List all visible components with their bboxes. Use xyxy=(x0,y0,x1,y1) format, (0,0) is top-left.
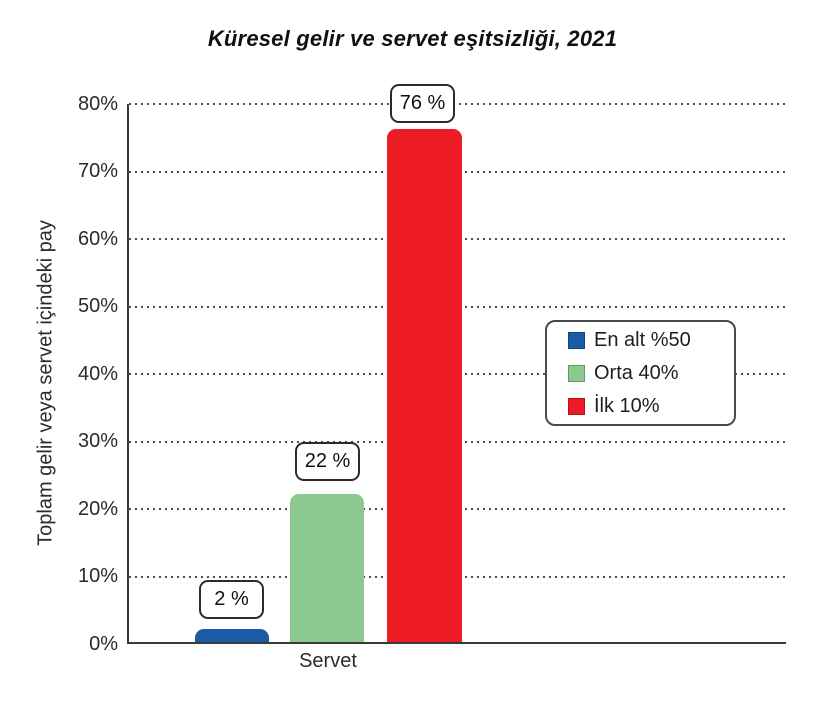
legend: En alt %50 Orta 40% İlk 10% xyxy=(545,320,736,426)
y-tick-10: 10% xyxy=(77,565,118,587)
value-label-top-10: 76 % xyxy=(390,84,455,123)
chart-title: Küresel gelir ve servet eşitsizliği, 202… xyxy=(207,26,618,51)
y-tick-0: 0% xyxy=(89,633,118,655)
value-label-bottom-50: 2 % xyxy=(199,580,264,619)
y-tick-40: 40% xyxy=(77,363,118,385)
legend-swatch-green-icon xyxy=(568,364,585,382)
bar-top-10 xyxy=(387,129,462,642)
legend-label: En alt %50 xyxy=(594,328,691,351)
legend-item-middle-40: Orta 40% xyxy=(568,360,734,386)
value-label-middle-40: 22 % xyxy=(295,442,360,481)
legend-swatch-blue-icon xyxy=(568,331,585,349)
legend-item-top-10: İlk 10% xyxy=(568,393,734,419)
legend-label: İlk 10% xyxy=(594,394,660,417)
legend-label: Orta 40% xyxy=(594,361,679,384)
y-tick-60: 60% xyxy=(77,228,118,250)
bar-bottom-50 xyxy=(195,628,269,642)
y-tick-50: 50% xyxy=(77,295,118,317)
bar-middle-40 xyxy=(290,493,364,642)
legend-item-bottom-50: En alt %50 xyxy=(568,327,734,353)
y-tick-80: 80% xyxy=(77,93,118,115)
y-tick-70: 70% xyxy=(77,160,118,182)
y-tick-30: 30% xyxy=(77,430,118,452)
y-tick-20: 20% xyxy=(77,498,118,520)
plot-area: 2 % 22 % 76 % En alt %50 Orta 40% İlk 10… xyxy=(127,84,786,644)
gridline-80 xyxy=(129,103,786,105)
x-axis-label: Servet xyxy=(299,650,357,672)
legend-swatch-red-icon xyxy=(568,397,585,415)
